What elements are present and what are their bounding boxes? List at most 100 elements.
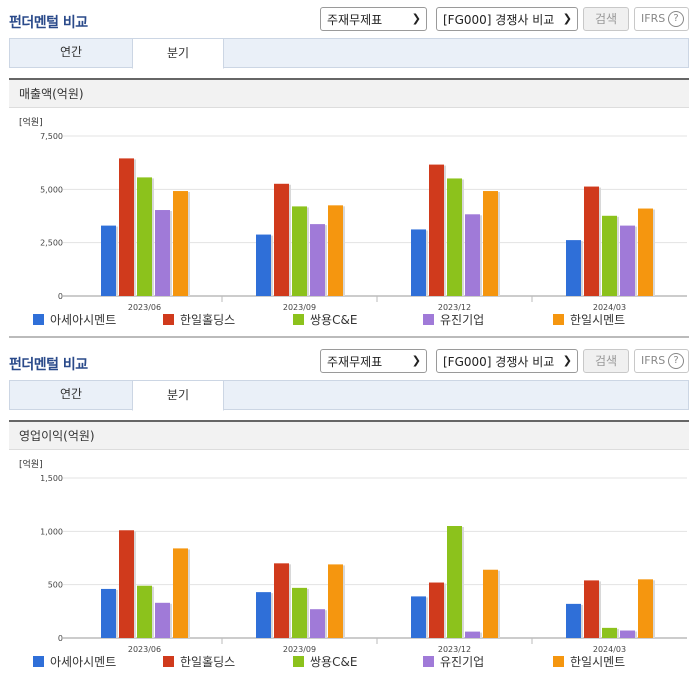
statement-select-value: 주재무제표 (327, 13, 383, 27)
chevron-down-icon: ❯ (411, 12, 421, 25)
help-icon[interactable]: ? (668, 11, 684, 27)
bar (483, 191, 498, 296)
revenue-chart: [억원] 0 2,500 5,000 7,500 2023/06 2023/09 2023/1… (9, 108, 689, 340)
x-tick-label: 2023/09 (283, 303, 316, 312)
statement-select[interactable]: 주재무제표 ❯ (320, 349, 427, 373)
y-tick-label: 5,000 (40, 185, 63, 194)
bar (483, 569, 498, 638)
bar (310, 224, 325, 296)
bar (411, 229, 426, 296)
bar (638, 208, 653, 296)
peer-group-select[interactable]: [FG000] 경쟁사 비교 ❯ (436, 349, 578, 373)
bar (256, 234, 271, 296)
y-axis-unit-label: [억원] (19, 116, 43, 128)
bar (447, 526, 462, 638)
bar (119, 530, 134, 638)
bar (292, 206, 307, 296)
fundamental-panel-operating-income: 펀더멘털 비교 주재무제표 ❯ [FG000] 경쟁사 비교 ❯ 검색 IFRS… (0, 342, 696, 684)
legend-label: 아세아시멘트 (50, 655, 116, 669)
legend-label: 유진기업 (440, 655, 484, 669)
y-tick-label: 0 (58, 634, 63, 643)
legend-label: 한일시멘트 (570, 655, 625, 669)
chevron-down-icon: ❯ (562, 354, 572, 367)
y-tick-label: 1,500 (40, 474, 63, 483)
tab-quarterly[interactable]: 분기 (132, 380, 224, 411)
legend-label: 아세아시멘트 (50, 313, 116, 327)
chart-subtitle: 영업이익(억원) (9, 420, 689, 450)
fundamental-panel-revenue: 펀더멘털 비교 주재무제표 ❯ [FG000] 경쟁사 비교 ❯ 검색 IFRS… (9, 7, 689, 340)
legend-label: 유진기업 (440, 313, 484, 327)
legend-swatch (163, 656, 174, 667)
statement-select[interactable]: 주재무제표 ❯ (320, 7, 427, 31)
tab-quarterly[interactable]: 분기 (132, 38, 224, 69)
period-tabs: 연간 분기 (9, 38, 689, 69)
bar (328, 564, 343, 638)
legend-swatch (553, 656, 564, 667)
panel-header: 펀더멘털 비교 주재무제표 ❯ [FG000] 경쟁사 비교 ❯ 검색 IFRS… (0, 342, 696, 380)
legend-label: 한일시멘트 (570, 313, 625, 327)
bar (429, 582, 444, 638)
x-tick-label: 2023/12 (438, 645, 471, 654)
legend-label: 한일홀딩스 (180, 313, 235, 327)
help-icon[interactable]: ? (668, 353, 684, 369)
ifrs-button[interactable]: IFRS ? (634, 7, 689, 31)
y-tick-label: 2,500 (40, 239, 63, 248)
bar (310, 609, 325, 638)
panel-title: 펀더멘털 비교 (9, 15, 88, 31)
period-tabs: 연간 분기 (9, 380, 689, 411)
chevron-down-icon: ❯ (411, 354, 421, 367)
y-tick-label: 500 (48, 581, 63, 590)
ifrs-label: IFRS (641, 354, 666, 367)
tab-annual[interactable]: 연간 (59, 45, 83, 59)
bar (465, 631, 480, 638)
bar (173, 548, 188, 638)
search-button[interactable]: 검색 (583, 7, 629, 31)
panel-divider (9, 336, 689, 338)
bar (119, 158, 134, 296)
bar (155, 602, 170, 638)
statement-select-value: 주재무제표 (327, 355, 383, 369)
bar (328, 205, 343, 296)
ifrs-label: IFRS (641, 12, 666, 25)
bar (101, 225, 116, 296)
x-tick-label: 2023/09 (283, 645, 316, 654)
legend-swatch (423, 314, 434, 325)
bar (638, 579, 653, 638)
tab-annual[interactable]: 연간 (59, 387, 83, 401)
chart-subtitle: 매출액(억원) (9, 78, 689, 108)
legend-label: 한일홀딩스 (180, 655, 235, 669)
search-button[interactable]: 검색 (583, 349, 629, 373)
revenue-chart-svg: [억원] 0 2,500 5,000 7,500 2023/06 2023/09 2023/1… (19, 116, 687, 327)
y-tick-label: 0 (58, 292, 63, 301)
legend-swatch (163, 314, 174, 325)
bar (292, 587, 307, 638)
ifrs-button[interactable]: IFRS ? (634, 349, 689, 373)
legend-swatch (33, 314, 44, 325)
x-tick-label: 2024/03 (593, 645, 626, 654)
y-axis-unit-label: [억원] (19, 458, 43, 470)
bar (101, 588, 116, 638)
bar (602, 627, 617, 638)
bar (137, 177, 152, 296)
bar (274, 563, 289, 638)
operating-income-chart-svg: [억원] 0 500 1,000 1,500 2023/06 2023/09 2023/12 2… (19, 458, 687, 669)
operating-income-chart: [억원] 0 500 1,000 1,500 2023/06 2023/09 2023/12 2… (9, 450, 689, 682)
legend-label: 쌍용C&E (310, 655, 357, 669)
legend-swatch (33, 656, 44, 667)
bar (584, 580, 599, 638)
bar (465, 214, 480, 296)
bar (155, 210, 170, 296)
legend-swatch (293, 656, 304, 667)
x-tick-label: 2023/06 (128, 645, 161, 654)
peer-group-select[interactable]: [FG000] 경쟁사 비교 ❯ (436, 7, 578, 31)
peer-group-select-value: [FG000] 경쟁사 비교 (443, 355, 555, 369)
y-tick-label: 1,000 (40, 527, 63, 536)
legend-swatch (553, 314, 564, 325)
bar (584, 186, 599, 296)
legend-swatch (293, 314, 304, 325)
x-tick-label: 2024/03 (593, 303, 626, 312)
x-tick-label: 2023/06 (128, 303, 161, 312)
bar (620, 225, 635, 296)
bar (602, 215, 617, 296)
bar (566, 240, 581, 296)
